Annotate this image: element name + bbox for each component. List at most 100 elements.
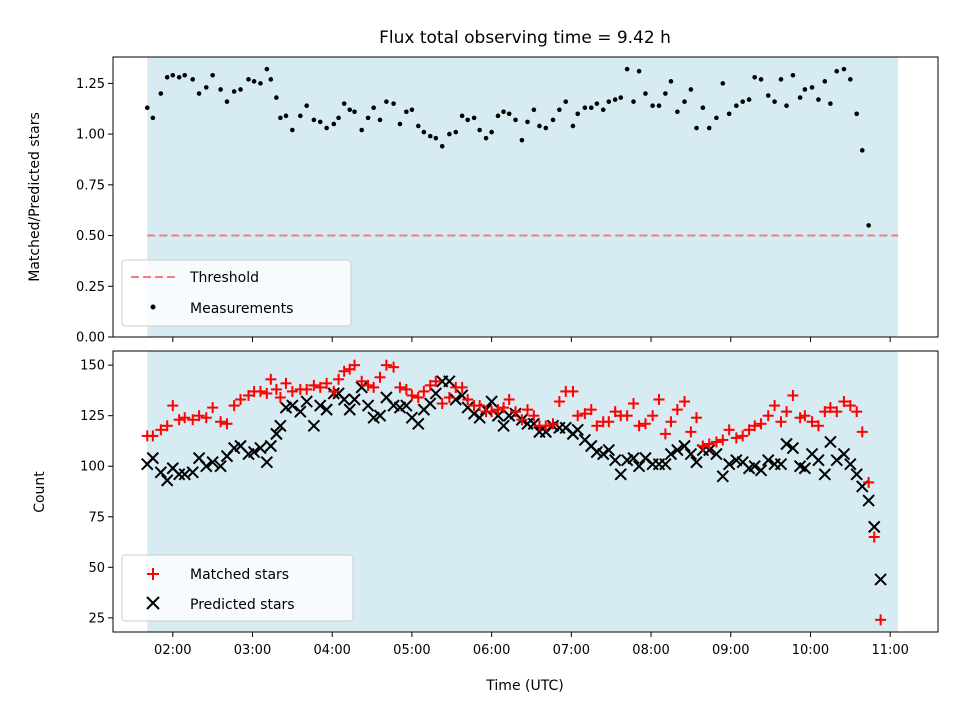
predicted-star-point [286,399,299,412]
bottom-ylabel: Count [32,471,48,513]
matched-star-point [723,424,735,436]
measurement-point [525,119,530,125]
matched-star-point [328,385,340,397]
measurement-point [828,101,833,106]
measurement-point [618,95,624,100]
matched-star-point [639,418,651,430]
measurement-point [612,97,618,102]
predicted-star-point [774,458,788,471]
predicted-star-point [608,453,622,467]
predicted-star-point [260,455,274,469]
measurement-point [384,99,389,104]
measurement-point [675,109,680,115]
matched-star-point [737,430,749,442]
measurement-point [606,99,612,104]
matched-star-point [462,394,474,406]
measurement-point [600,107,606,113]
measurement-point [238,87,243,92]
bottom-x-axis: 02:00 03:00 04:00 05:00 06:00 07:00 08:00 09:00… [154,632,909,658]
bottom-xlabel: Time (UTC) [485,678,563,694]
matched-star-point [243,389,255,401]
measurement-point [563,99,569,104]
measurement-point [784,103,789,108]
matched-star-point [235,394,247,406]
matched-star-point [333,373,345,385]
matched-star-point [161,420,173,432]
matched-star-point [730,432,742,444]
measurement-point [841,66,847,72]
predicted-star-point [862,494,875,507]
matched-star-point [762,410,774,422]
measurement-point [264,66,270,72]
measurement-point [706,125,712,131]
measurement-point [816,97,821,102]
matched-star-point [863,476,875,488]
measurement-point [802,87,808,92]
measurement-point [694,125,699,131]
measurement-point [359,127,364,133]
predicted-star-point [597,447,610,461]
predicted-star-point [571,423,584,437]
predicted-star-point [160,474,174,487]
predicted-star-point [868,520,881,534]
predicted-star-point [314,399,327,412]
top-ylabel: Matched/Predicted stars [27,112,43,282]
matched-star-point [710,436,722,448]
measurement-point [224,99,230,104]
measurement-point [283,113,289,119]
matched-star-point [368,381,380,393]
measurement-point [439,143,445,149]
bottom-ytick-label: 25 [88,611,105,626]
bottom-series [141,359,887,626]
top-axes-frame [112,56,939,338]
measurement-point [465,117,471,123]
predicted-star-point [294,405,307,418]
measurement-point [650,103,655,108]
matched-star-point [388,361,400,373]
matched-star-point [503,394,515,406]
matched-star-point [321,377,333,389]
measurement-point [734,103,739,108]
measurement-point [144,105,150,111]
measurement-point [582,105,588,111]
measurement-point [668,79,674,84]
matched-star-point [844,400,856,412]
measurement-point [190,77,196,82]
measurement-point [557,107,562,113]
matched-star-point [603,416,615,428]
measurement-point [513,117,518,123]
measurement-point [377,117,383,123]
predicted-star-point [206,455,219,469]
matched-star-point [362,379,374,391]
matched-star-point [228,400,240,412]
measurement-point [421,129,427,135]
matched-star-point [824,402,836,414]
matched-star-point [474,400,486,412]
matched-star-point [851,406,863,418]
measurement-point [550,117,556,123]
measurement-point [150,115,156,121]
measurement-point [531,107,537,113]
matched-star-point [621,410,633,422]
measurement-point [471,115,477,121]
measurement-point [656,103,662,108]
predicted-star-point [443,375,456,388]
measurements-series [144,66,871,228]
predicted-star-point [710,447,723,461]
measurement-point [298,113,303,119]
measurement-point [409,107,415,113]
measurement-point [317,119,323,125]
matched-star-point [567,385,579,397]
measurement-point [575,111,581,117]
matched-star-point [274,391,286,403]
matched-star-point [193,410,205,422]
predicted-star-point [844,458,857,471]
predicted-star-point [684,447,698,461]
predicted-star-point [818,468,832,481]
legend-measurements-swatch [150,304,156,310]
predicted-star-point [786,441,800,455]
predicted-star-point [373,409,387,422]
measurement-point [176,74,182,80]
predicted-star-point [424,397,437,410]
matched-star-point [591,420,603,432]
